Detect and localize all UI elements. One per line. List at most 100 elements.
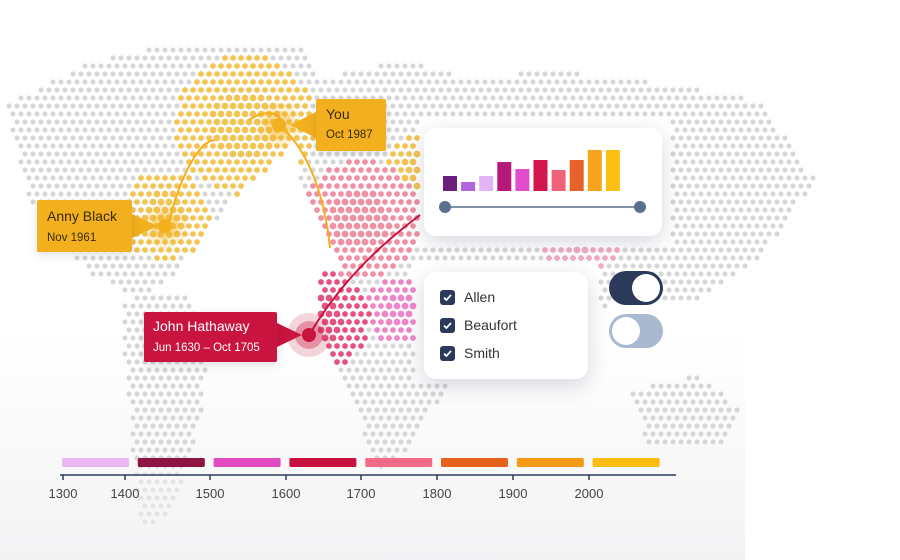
map-dot xyxy=(386,271,392,277)
map-dot xyxy=(174,167,180,173)
map-dot xyxy=(345,206,353,214)
map-dot xyxy=(330,175,336,181)
map-dot xyxy=(454,247,460,253)
map-dot xyxy=(722,143,728,149)
filter-smith[interactable]: Smith xyxy=(440,343,500,363)
map-dot xyxy=(758,151,764,157)
map-dot xyxy=(710,391,716,397)
map-dot xyxy=(382,455,388,461)
map-dot xyxy=(682,271,688,277)
map-dot xyxy=(402,207,408,213)
map-dot xyxy=(390,151,396,157)
map-dot xyxy=(718,439,724,445)
map-dot xyxy=(742,151,748,157)
check-icon[interactable] xyxy=(440,289,455,305)
map-dot xyxy=(122,175,128,181)
toggle-switch-off[interactable] xyxy=(609,314,663,348)
person-tag-you[interactable]: You Oct 1987 xyxy=(316,99,386,151)
map-dot xyxy=(750,103,756,109)
map-dot xyxy=(702,423,708,429)
map-dot xyxy=(178,239,184,245)
map-dot xyxy=(142,503,148,509)
map-dot xyxy=(329,318,337,326)
map-dot xyxy=(161,190,169,198)
map-dot xyxy=(366,247,372,253)
map-dot xyxy=(186,47,192,53)
map-dot xyxy=(90,143,96,149)
range-slider-handle-end[interactable] xyxy=(634,201,646,213)
map-dot xyxy=(674,255,680,261)
map-dot xyxy=(594,255,600,261)
map-dot xyxy=(410,335,416,341)
map-dot xyxy=(366,327,372,333)
map-dot xyxy=(354,159,360,165)
filter-beaufort[interactable]: Beaufort xyxy=(440,315,517,335)
person-tag-john-hathaway[interactable]: John Hathaway Jun 1630 – Oct 1705 xyxy=(144,312,277,362)
map-dot xyxy=(522,79,528,85)
map-dot xyxy=(698,239,704,245)
map-dot xyxy=(722,95,728,101)
map-dot xyxy=(373,230,381,238)
map-dot xyxy=(506,111,512,117)
check-icon[interactable] xyxy=(440,317,455,333)
map-dot xyxy=(410,415,416,421)
map-dot xyxy=(18,95,24,101)
map-dot xyxy=(762,159,768,165)
map-dot xyxy=(225,142,233,150)
map-dot xyxy=(262,55,268,61)
toggle-switch-on[interactable] xyxy=(609,271,663,305)
map-dot xyxy=(222,183,228,189)
range-slider-handle-start[interactable] xyxy=(439,201,451,213)
map-dot xyxy=(474,95,480,101)
filter-allen[interactable]: Allen xyxy=(440,287,495,307)
map-dot xyxy=(154,431,160,437)
map-dot xyxy=(390,183,396,189)
map-dot xyxy=(142,279,148,285)
check-icon[interactable] xyxy=(440,345,455,361)
map-dot xyxy=(202,95,208,101)
map-dot xyxy=(170,431,176,437)
map-dot xyxy=(409,158,417,166)
map-dot xyxy=(278,135,284,141)
map-dot xyxy=(706,239,712,245)
map-dot xyxy=(150,295,156,301)
location-marker-you[interactable] xyxy=(272,118,286,132)
map-dot xyxy=(142,55,148,61)
map-dot xyxy=(350,279,356,285)
map-dot xyxy=(514,255,520,261)
map-dot xyxy=(62,135,68,141)
map-dot xyxy=(126,375,132,381)
map-dot xyxy=(142,199,148,205)
map-dot xyxy=(494,87,500,93)
map-dot xyxy=(554,255,560,261)
map-dot xyxy=(578,111,584,117)
map-dot xyxy=(158,167,164,173)
map-dot xyxy=(166,407,172,413)
map-dot xyxy=(334,343,340,349)
map-dot xyxy=(374,343,380,349)
map-dot xyxy=(86,167,92,173)
map-dot xyxy=(698,271,704,277)
person-name: Anny Black xyxy=(47,208,118,224)
map-dot xyxy=(138,367,144,373)
map-dot xyxy=(642,399,648,405)
map-dot xyxy=(166,103,172,109)
map-dot xyxy=(206,151,212,157)
map-dot xyxy=(146,399,152,405)
map-dot xyxy=(182,391,188,397)
location-marker-john-hathaway[interactable] xyxy=(302,328,316,342)
map-dot xyxy=(186,415,192,421)
map-dot xyxy=(334,183,340,189)
map-dot xyxy=(538,95,544,101)
map-dot xyxy=(702,263,708,269)
map-dot xyxy=(242,47,248,53)
map-dot xyxy=(670,423,676,429)
map-dot xyxy=(158,407,164,413)
person-tag-anny-black[interactable]: Anny Black Nov 1961 xyxy=(37,200,132,252)
map-dot xyxy=(766,135,772,141)
map-dot xyxy=(754,143,760,149)
map-dot xyxy=(130,367,136,373)
map-dot xyxy=(170,495,176,501)
location-marker-anny-black[interactable] xyxy=(158,219,172,233)
map-dot xyxy=(462,87,468,93)
